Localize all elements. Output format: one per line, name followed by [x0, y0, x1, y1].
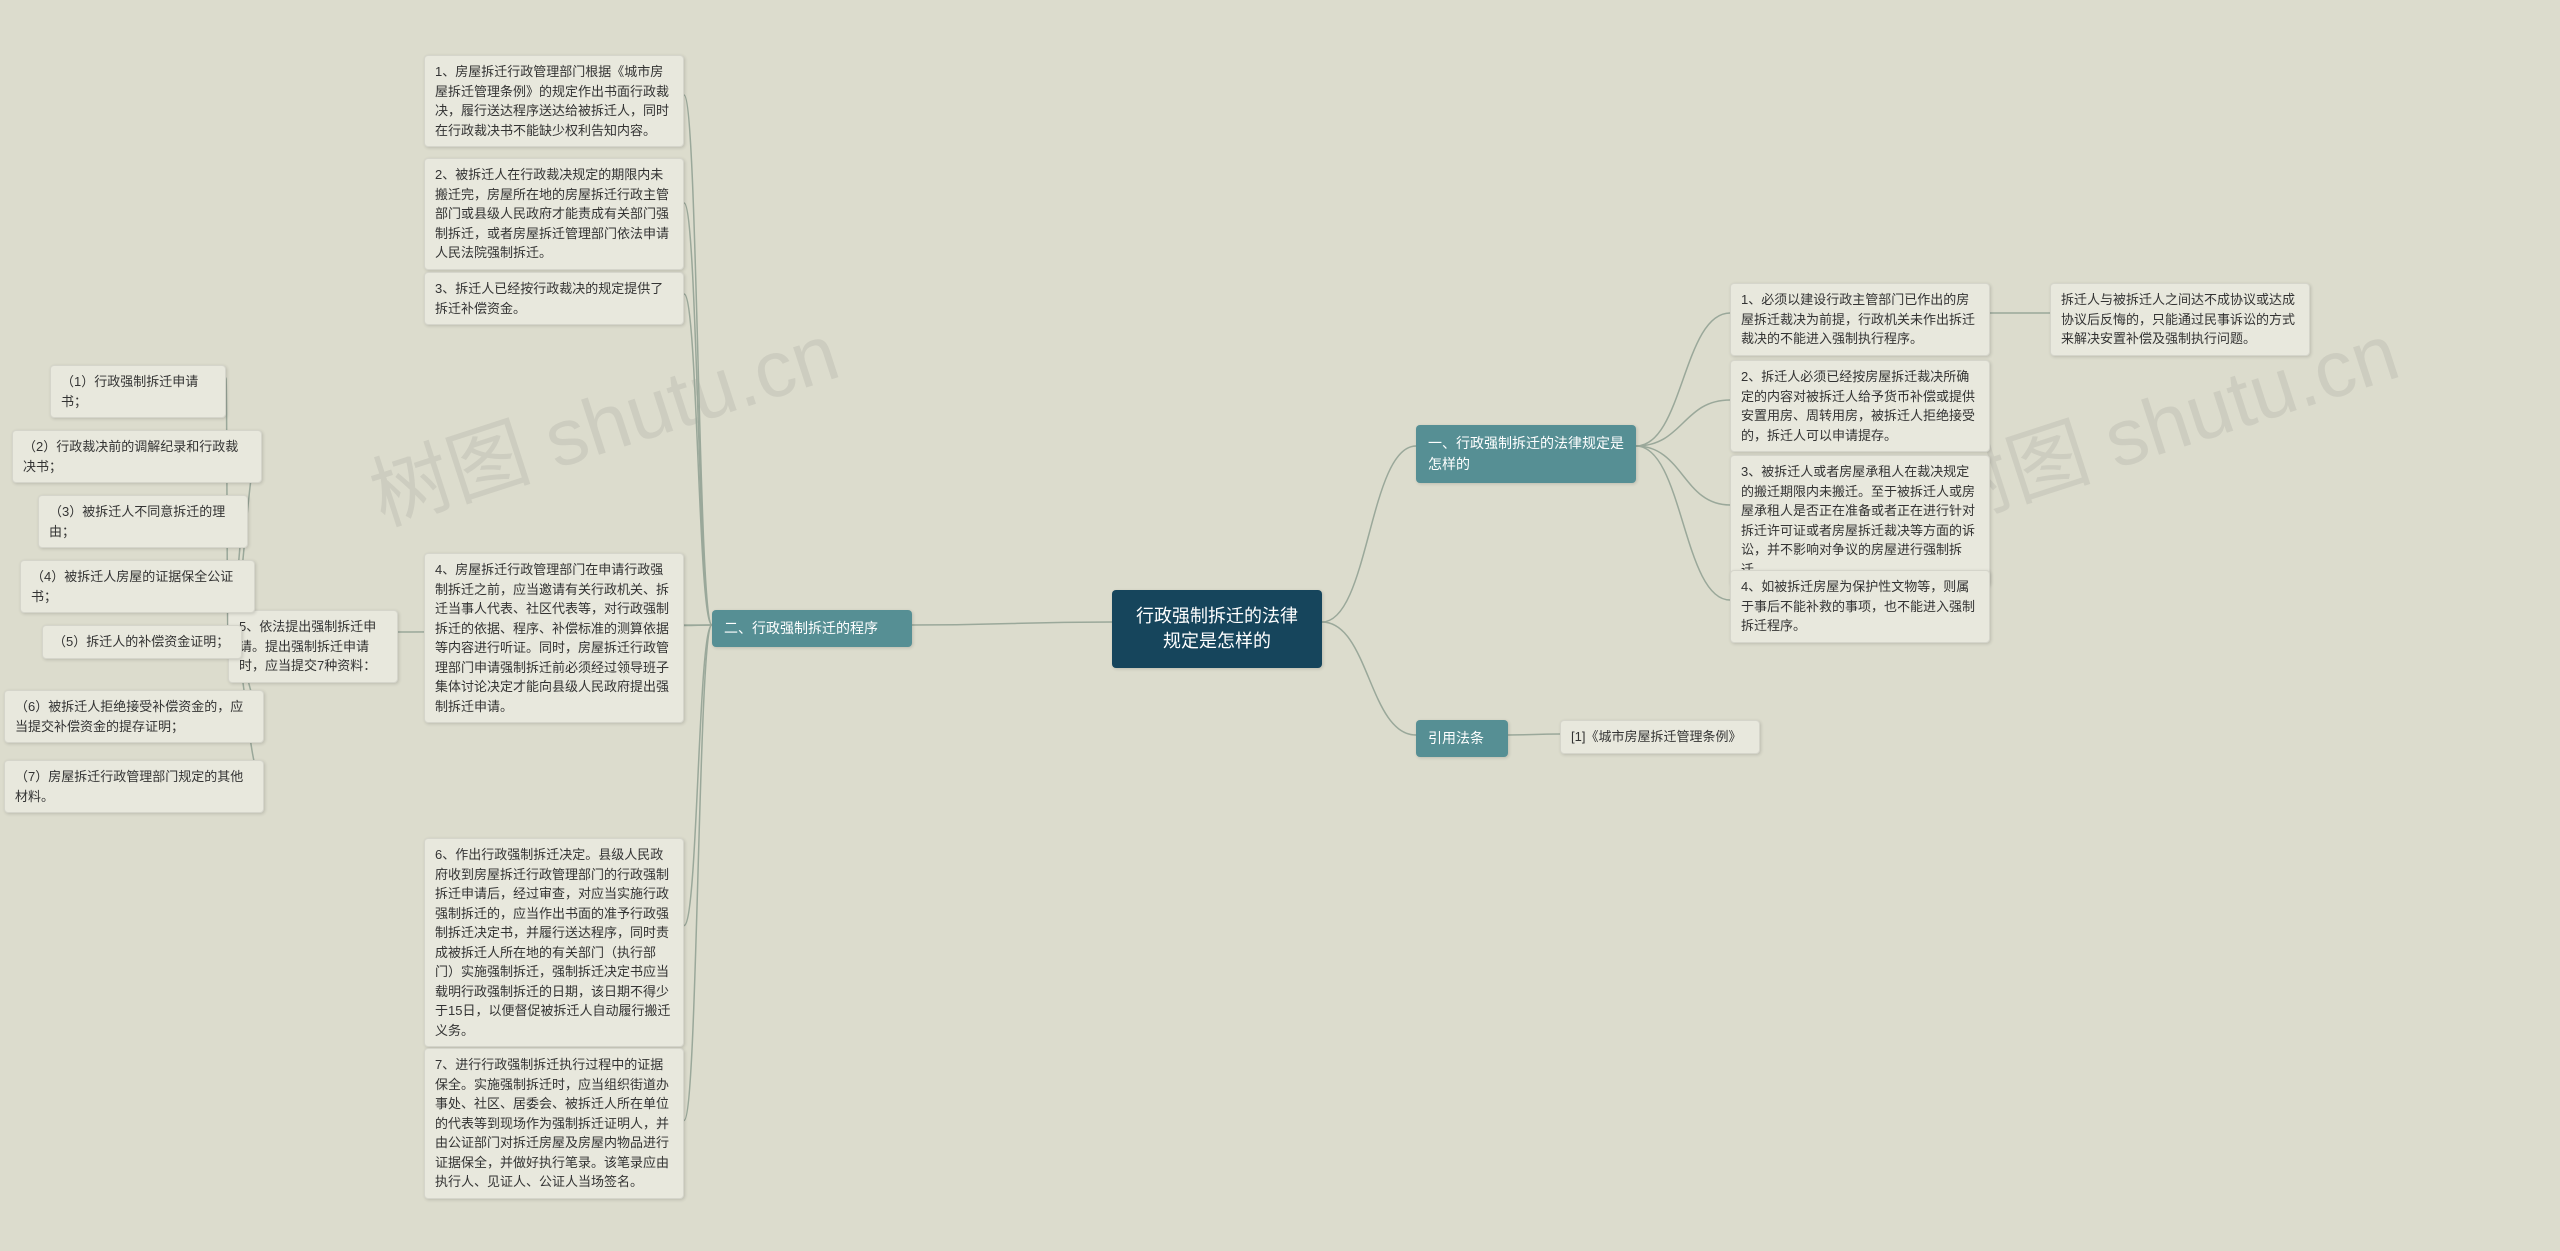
section-2-subitem: （5）拆迁人的补偿资金证明； — [42, 625, 242, 659]
section-2-item: 5、依法提出强制拆迁申请。提出强制拆迁申请时，应当提交7种资料： — [228, 610, 398, 683]
section-2-item: 3、拆迁人已经按行政裁决的规定提供了拆迁补偿资金。 — [424, 272, 684, 325]
section-2-subitem: （2）行政裁决前的调解纪录和行政裁决书； — [12, 430, 262, 483]
root-node: 行政强制拆迁的法律规定是怎样的 — [1112, 590, 1322, 668]
section-2-subitem: （1）行政强制拆迁申请书； — [50, 365, 226, 418]
section-refs: 引用法条 — [1416, 720, 1508, 757]
section-2-item: 7、进行行政强制拆迁执行过程中的证据保全。实施强制拆迁时，应当组织街道办事处、社… — [424, 1048, 684, 1199]
section-1-item: 3、被拆迁人或者房屋承租人在裁决规定的搬迁期限内未搬迁。至于被拆迁人或房屋承租人… — [1730, 455, 1990, 586]
ref-item: [1]《城市房屋拆迁管理条例》 — [1560, 720, 1760, 754]
section-2-subitem: （4）被拆迁人房屋的证据保全公证书； — [20, 560, 255, 613]
section-1-item: 4、如被拆迁房屋为保护性文物等，则属于事后不能补救的事项，也不能进入强制拆迁程序… — [1730, 570, 1990, 643]
section-2-item: 4、房屋拆迁行政管理部门在申请行政强制拆迁之前，应当邀请有关行政机关、拆迁当事人… — [424, 553, 684, 723]
section-1-item: 1、必须以建设行政主管部门已作出的房屋拆迁裁决为前提，行政机关未作出拆迁裁决的不… — [1730, 283, 1990, 356]
section-2-subitem: （3）被拆迁人不同意拆迁的理由； — [38, 495, 248, 548]
section-1: 一、行政强制拆迁的法律规定是怎样的 — [1416, 425, 1636, 483]
section-2: 二、行政强制拆迁的程序 — [712, 610, 912, 647]
section-1-item: 2、拆迁人必须已经按房屋拆迁裁决所确定的内容对被拆迁人给予货币补偿或提供安置用房… — [1730, 360, 1990, 452]
watermark: 树图 shutu.cn — [354, 288, 851, 548]
section-2-subitem: （7）房屋拆迁行政管理部门规定的其他材料。 — [4, 760, 264, 813]
section-2-item: 2、被拆迁人在行政裁决规定的期限内未搬迁完，房屋所在地的房屋拆迁行政主管部门或县… — [424, 158, 684, 270]
section-2-subitem: （6）被拆迁人拒绝接受补偿资金的，应当提交补偿资金的提存证明； — [4, 690, 264, 743]
section-2-item: 6、作出行政强制拆迁决定。县级人民政府收到房屋拆迁行政管理部门的行政强制拆迁申请… — [424, 838, 684, 1047]
section-1-item-sub: 拆迁人与被拆迁人之间达不成协议或达成协议后反悔的，只能通过民事诉讼的方式来解决安… — [2050, 283, 2310, 356]
section-2-item: 1、房屋拆迁行政管理部门根据《城市房屋拆迁管理条例》的规定作出书面行政裁决，履行… — [424, 55, 684, 147]
